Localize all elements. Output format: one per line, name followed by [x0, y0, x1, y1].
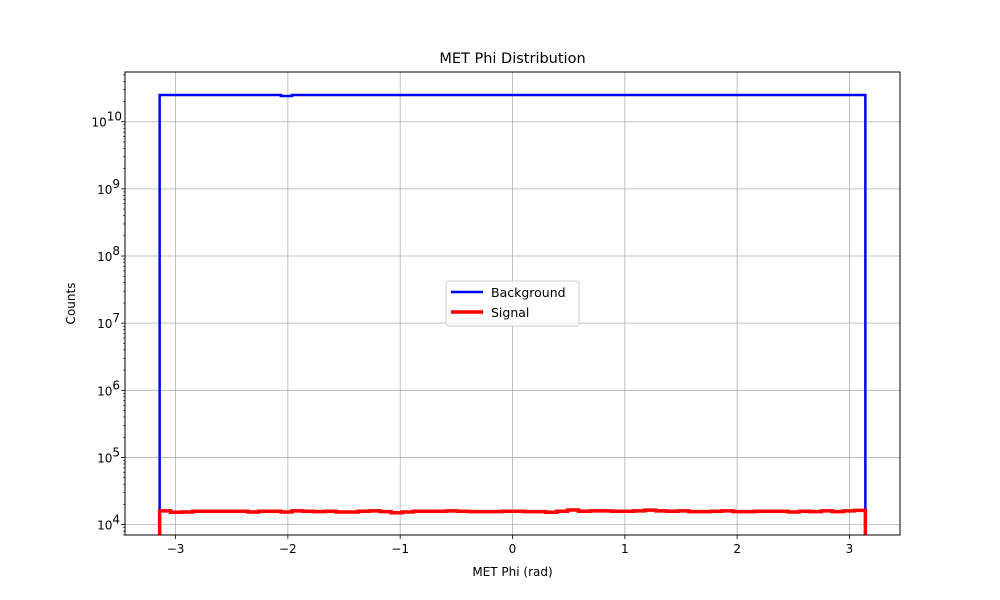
- y-tick-label: 10 5: [97, 445, 120, 465]
- plot-series: [157, 93, 868, 535]
- x-axis-label: MET Phi (rad): [472, 565, 552, 579]
- y-tick-base: 10: [97, 451, 112, 465]
- x-tick-label: −1: [391, 542, 409, 556]
- y-tick-label: 10 7: [97, 311, 120, 331]
- y-tick-exponent: 5: [112, 445, 120, 459]
- y-tick-exponent: 7: [112, 311, 120, 325]
- x-axis-ticks: −3 −2 −1 0 1 2 3: [167, 535, 854, 556]
- y-tick-label: 10 9: [97, 177, 120, 197]
- background-step-line: [158, 93, 867, 535]
- x-tick-label: 1: [621, 542, 629, 556]
- y-tick-label: 10 8: [97, 244, 120, 264]
- signal-step-line: [157, 508, 868, 535]
- y-tick-base: 10: [97, 384, 112, 398]
- legend: Background Signal: [445, 280, 580, 327]
- y-tick-base: 10: [97, 250, 112, 264]
- x-tick-label: 2: [733, 542, 741, 556]
- y-tick-label: 10 6: [97, 378, 120, 398]
- y-tick-base: 10: [92, 116, 107, 130]
- x-tick-label: 0: [509, 542, 517, 556]
- x-tick-label: −2: [279, 542, 297, 556]
- y-tick-base: 10: [97, 519, 112, 533]
- x-tick-label: 3: [846, 542, 854, 556]
- y-tick-exponent: 8: [112, 244, 120, 258]
- y-tick-exponent: 9: [112, 177, 120, 191]
- y-tick-exponent: 6: [112, 378, 120, 392]
- y-tick-base: 10: [97, 317, 112, 331]
- legend-label-signal: Signal: [491, 305, 529, 320]
- y-tick-label: 10 10: [92, 110, 123, 130]
- y-tick-exponent: 10: [107, 110, 122, 124]
- y-tick-base: 10: [97, 183, 112, 197]
- chart-title: MET Phi Distribution: [439, 51, 585, 67]
- x-tick-label: −3: [167, 542, 185, 556]
- y-tick-exponent: 4: [112, 513, 120, 527]
- y-tick-label: 10 4: [97, 513, 120, 533]
- y-axis-label: Counts: [64, 283, 78, 325]
- legend-label-background: Background: [491, 285, 566, 300]
